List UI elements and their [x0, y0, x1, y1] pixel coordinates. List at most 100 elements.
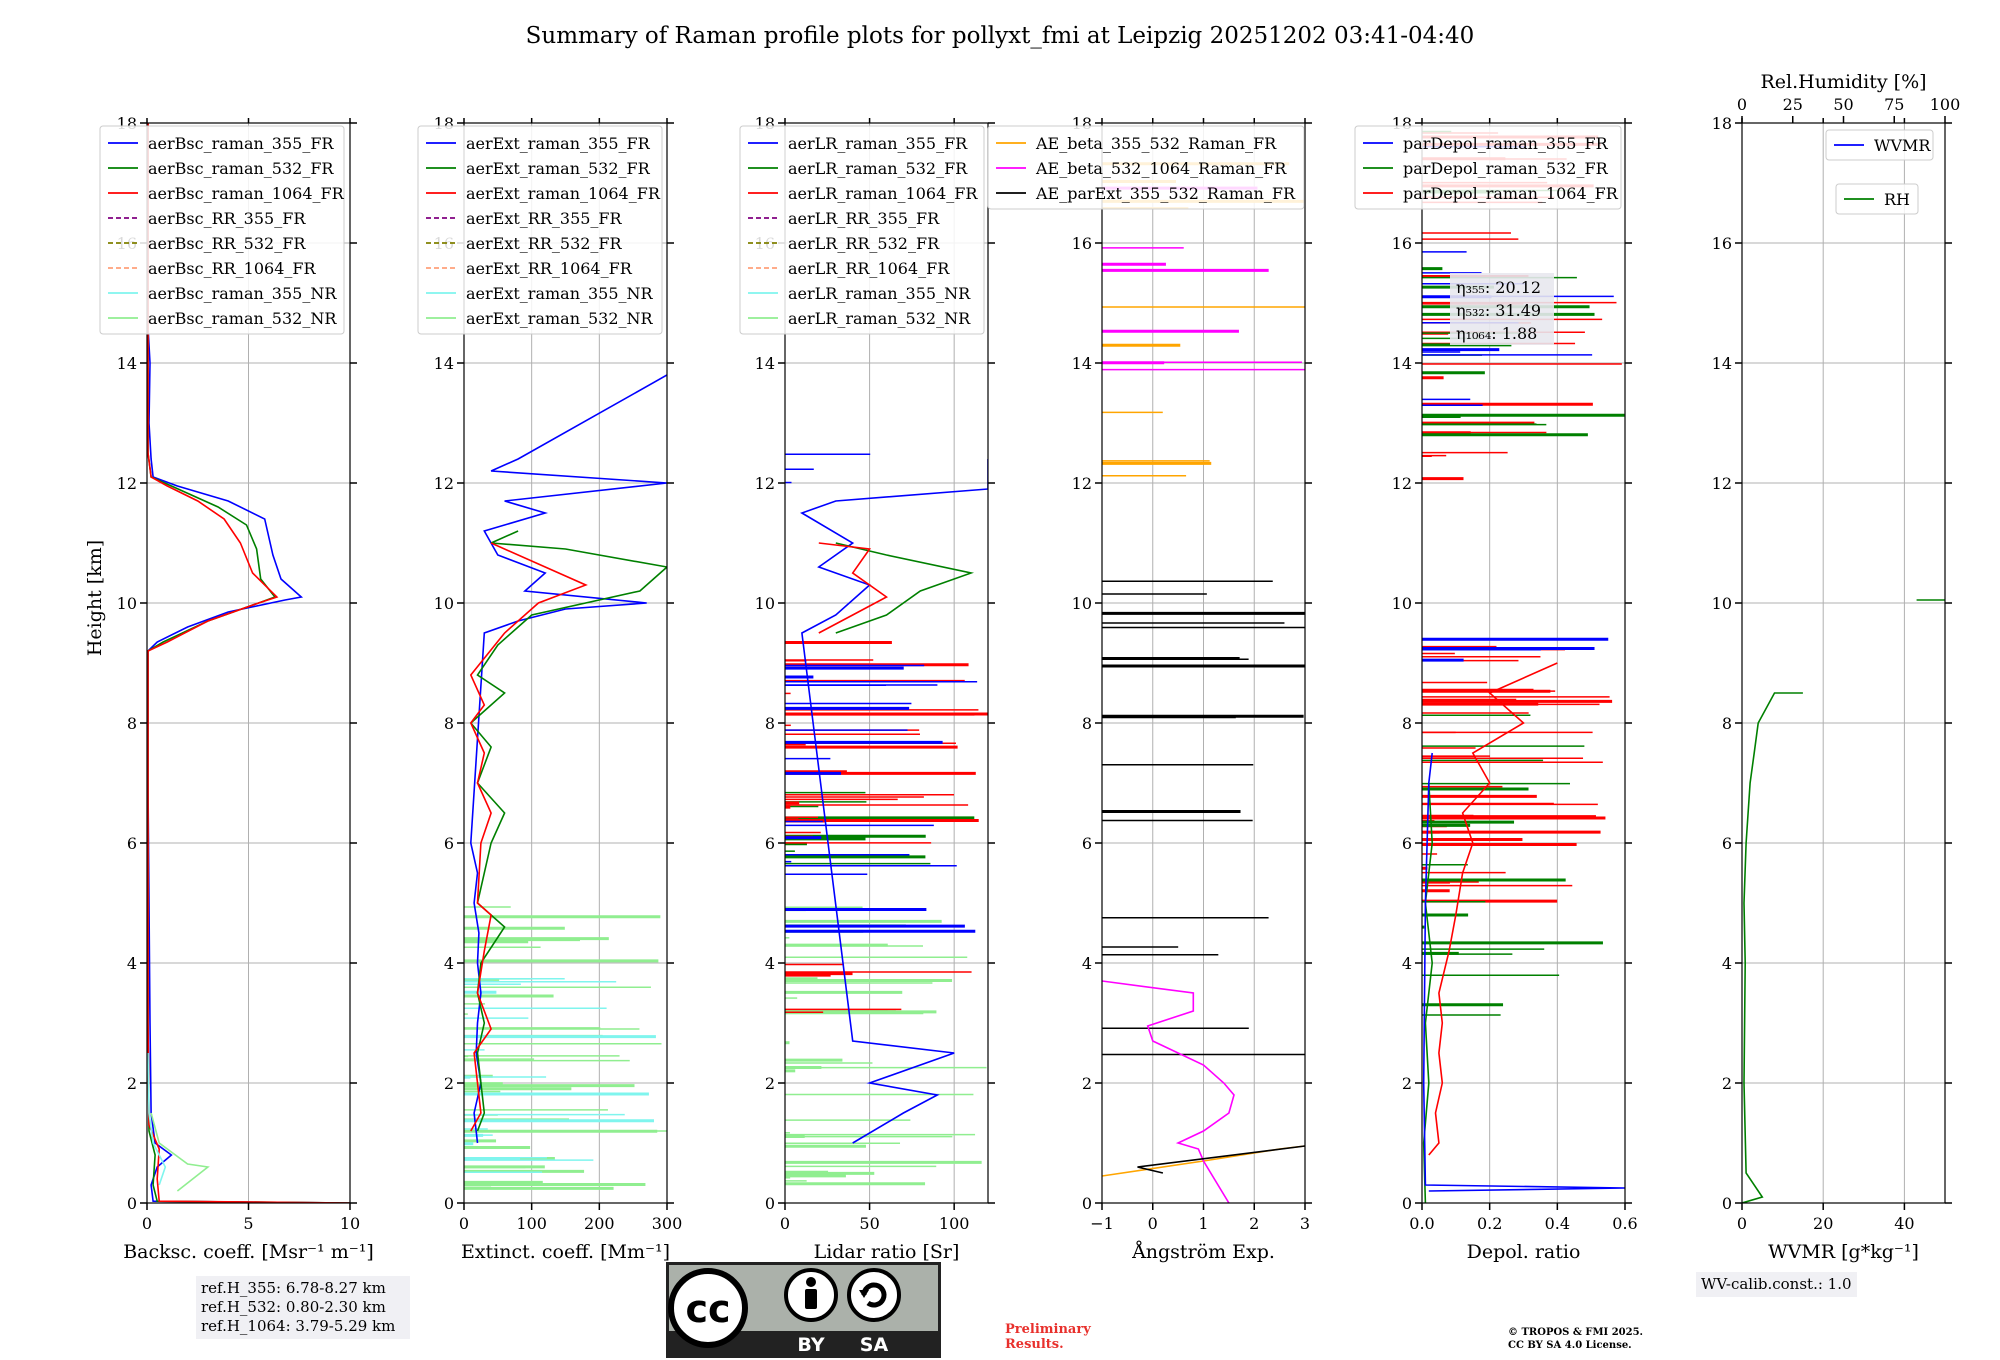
y-tick-label: 8 [1082, 714, 1092, 733]
y-tick-label: 8 [1722, 714, 1732, 733]
y-tick-label: 16 [1712, 234, 1732, 253]
x-tick-label: 0.2 [1477, 1214, 1502, 1233]
y-tick-label: 6 [444, 834, 454, 853]
legend-label: aerLR_raman_532_NR [788, 309, 971, 328]
series-aerLR_raman_532_FR [835, 542, 975, 634]
x-axis-label: Lidar ratio [Sr] [814, 1241, 960, 1263]
y-tick-label: 4 [1722, 954, 1732, 973]
cc-license-badge: cc BY SA [666, 1262, 941, 1358]
x-tick-label: 100 [939, 1214, 970, 1233]
y-tick-label: 18 [1712, 114, 1732, 133]
x-tick-label: 2 [1249, 1214, 1259, 1233]
y-tick-label: 10 [1072, 594, 1092, 613]
y-tick-label: 6 [1722, 834, 1732, 853]
legend-label: WVMR [1874, 136, 1931, 155]
legend-box [417, 125, 663, 335]
panel-series [147, 123, 350, 1203]
legend-label: aerBsc_RR_532_FR [148, 234, 306, 253]
legend-label: aerLR_RR_532_FR [788, 234, 940, 253]
eta-box [1450, 273, 1554, 345]
legend-label: aerLR_raman_1064_FR [788, 184, 978, 203]
eta-label: η₁₀₆₄: 1.88 [1456, 324, 1537, 343]
legend-label: parDepol_raman_532_FR [1403, 159, 1609, 178]
y-tick-label: 14 [1392, 354, 1412, 373]
top-tick-label: 25 [1783, 95, 1803, 114]
preliminary-line-1: Preliminary [1005, 1322, 1091, 1337]
wv-calib-box: WV-calib.const.: 1.0 [1696, 1272, 1857, 1297]
series-AE_beta_532_1064_Raman_FR [1102, 980, 1235, 1203]
series-WVMR [1742, 692, 1803, 1203]
figure-title: Summary of Raman profile plots for polly… [526, 23, 1475, 49]
legend-label: aerLR_RR_1064_FR [788, 259, 950, 278]
legend-label: aerBsc_RR_355_FR [148, 209, 306, 228]
x-axis-label: Ångström Exp. [1131, 1241, 1275, 1263]
legend-label: RH [1884, 190, 1910, 209]
panel-series [1102, 162, 1305, 1203]
legend-box [739, 125, 985, 335]
y-tick-label: 8 [444, 714, 454, 733]
series-aerBsc_raman_532_NR [150, 1112, 210, 1192]
x-tick-label: 0 [142, 1214, 152, 1233]
x-tick-label: 1 [1198, 1214, 1208, 1233]
series-aerLR_raman_355_FR [800, 459, 988, 1144]
y-tick-label: 12 [1712, 474, 1732, 493]
y-tick-label: 0 [1402, 1194, 1412, 1213]
panel-frame [463, 122, 668, 1204]
series-aerBsc_raman_355_FR [147, 123, 350, 1203]
legend-label: aerBsc_raman_355_FR [148, 134, 334, 153]
legend-box [987, 125, 1305, 210]
legend-label: aerExt_raman_532_NR [466, 309, 654, 328]
top-tick-label: 100 [1930, 95, 1961, 114]
y-tick-label: 4 [765, 954, 775, 973]
cc-sa-label: SA [860, 1334, 889, 1356]
panel-6: 0 2 4 6 8 10 12 14 16 18 0 20 40 WVMR [g*kg⁻¹] 0 25 50 75… [1712, 71, 1961, 1263]
y-tick-label: 10 [117, 594, 137, 613]
x-tick-label: 0.6 [1612, 1214, 1637, 1233]
top-tick-label: 0 [1737, 95, 1747, 114]
top-tick-label: 50 [1833, 95, 1853, 114]
y-tick-label: 6 [127, 834, 137, 853]
top-tick-label: 75 [1884, 95, 1904, 114]
legend-label: aerBsc_raman_1064_FR [148, 184, 345, 203]
legend-label: aerBsc_raman_532_NR [148, 309, 337, 328]
y-tick-label: 16 [1072, 234, 1092, 253]
legend-label: aerBsc_RR_1064_FR [148, 259, 317, 278]
panel-frame [784, 122, 989, 1204]
y-tick-label: 0 [127, 1194, 137, 1213]
legend-label: aerBsc_raman_355_NR [148, 284, 337, 303]
legend-label: AE_parExt_355_532_Raman_FR [1035, 184, 1296, 203]
legend-label: aerExt_raman_1064_FR [466, 184, 661, 203]
panel-series [785, 453, 988, 1186]
preliminary-note: Preliminary Results. [1005, 1322, 1091, 1352]
x-tick-label: 0 [1737, 1214, 1747, 1233]
x-tick-label: 50 [859, 1214, 879, 1233]
x-tick-label: 0 [780, 1214, 790, 1233]
series-parDepol_raman_1064_FR [1428, 662, 1558, 1156]
y-axis-label: Height [km] [84, 540, 106, 656]
y-tick-label: 10 [1712, 594, 1732, 613]
x-tick-label: −1 [1090, 1214, 1114, 1233]
x-tick-label: 0.0 [1409, 1214, 1434, 1233]
y-tick-label: 12 [117, 474, 137, 493]
y-tick-label: 16 [1392, 234, 1412, 253]
legend-box [1354, 125, 1622, 210]
y-tick-label: 0 [1722, 1194, 1732, 1213]
eta-label: η₅₃₂: 31.49 [1456, 301, 1541, 320]
copyright-note: © TROPOS & FMI 2025. CC BY SA 4.0 Licens… [1508, 1326, 1643, 1352]
series-aerBsc_raman_355_NR [147, 1052, 167, 1186]
x-tick-label: 3 [1300, 1214, 1310, 1233]
refH-1064: ref.H_1064: 3.79-5.29 km [201, 1317, 396, 1335]
copyright-line-1: © TROPOS & FMI 2025. [1508, 1327, 1644, 1338]
y-tick-label: 10 [1392, 594, 1412, 613]
series-parDepol_raman_355_FR [1422, 752, 1625, 1192]
legend-label: aerLR_RR_355_FR [788, 209, 940, 228]
x-tick-label: 0 [1148, 1214, 1158, 1233]
legend-box [1825, 129, 1934, 161]
series-AE_parExt_355_532_Raman_FR [1137, 1145, 1305, 1174]
y-tick-label: 6 [1402, 834, 1412, 853]
y-tick-label: 0 [765, 1194, 775, 1213]
x-axis-label: WVMR [g*kg⁻¹] [1768, 1241, 1919, 1263]
legend-label: aerExt_raman_532_FR [466, 159, 651, 178]
